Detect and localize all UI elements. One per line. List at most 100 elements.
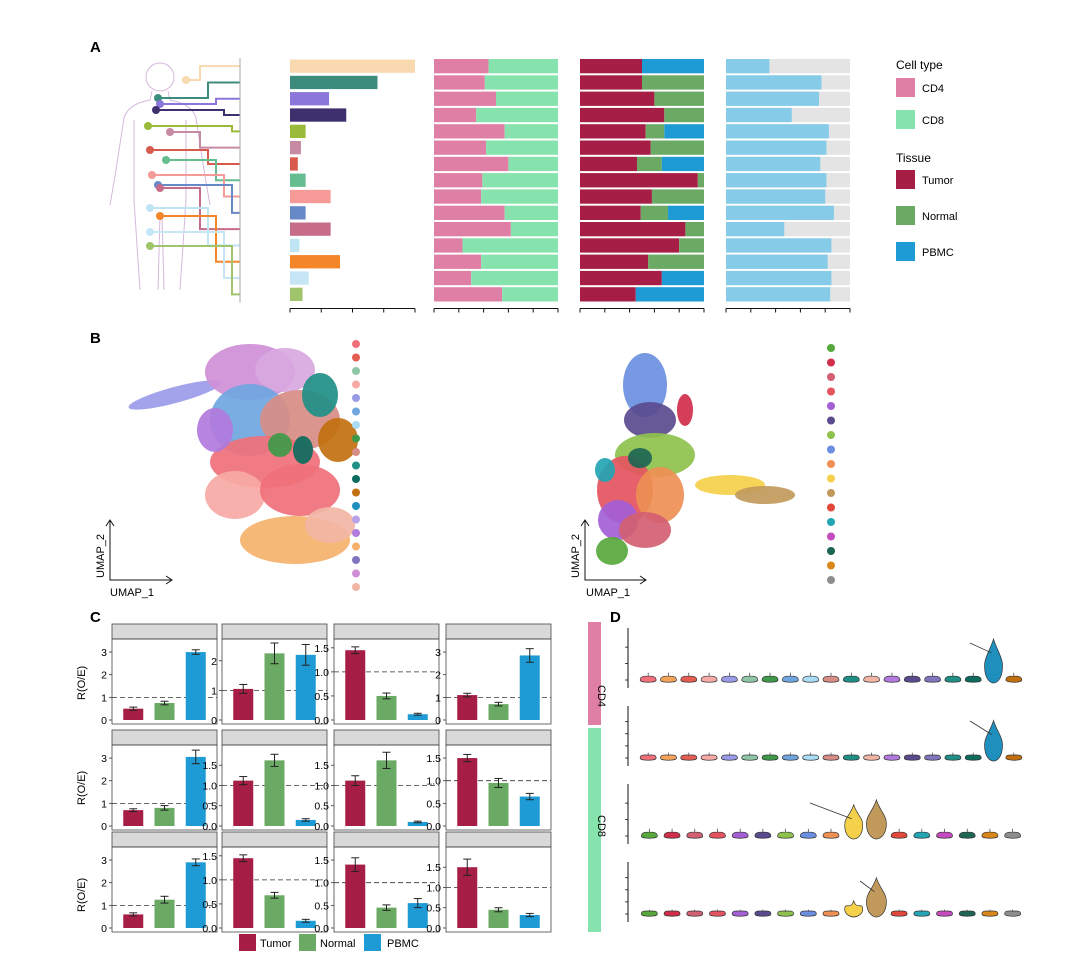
- c-bar-pbmc: [295, 920, 316, 928]
- connector-escc: [156, 109, 240, 117]
- legend-dot: [352, 461, 360, 470]
- d-violin: [863, 752, 880, 761]
- legend-dot: [827, 358, 835, 367]
- d-violin: [981, 828, 999, 839]
- stack-segment-cd8: [481, 254, 558, 269]
- c-chart-6: 0.0 0.5 1.0 1.5: [314, 729, 440, 833]
- tcr-bar: [726, 238, 832, 253]
- d-violin: [641, 909, 658, 917]
- c-bar-normal: [376, 907, 397, 928]
- legend-dot: [352, 488, 360, 497]
- c-y-tick-label: 0.0: [426, 821, 441, 833]
- stack-segment-normal: [637, 156, 662, 172]
- c-y-tick-label: 1.5: [426, 753, 441, 765]
- count-bar: [290, 59, 415, 73]
- umap-cluster: [596, 537, 628, 565]
- stack-segment-normal: [650, 140, 704, 155]
- c-bar-pbmc: [407, 714, 428, 720]
- d-violin: [700, 752, 718, 761]
- d-violin: [936, 828, 953, 839]
- c-ylabel-row1: R(O/E): [76, 666, 88, 700]
- c-y-tick-label: 1: [101, 900, 107, 912]
- tcr-bar: [726, 287, 831, 302]
- c-legend-pbmc-swatch: [364, 934, 381, 951]
- d-violin: [680, 672, 698, 683]
- organ-dot-esca: [156, 100, 164, 108]
- legend-dot: [827, 532, 835, 541]
- d-violin: [964, 672, 982, 683]
- d-violin: [958, 909, 976, 917]
- c-y-tick-label: 3: [101, 647, 107, 659]
- c-y-tick-label: 1: [435, 692, 441, 704]
- celltype-legend-title: Cell type: [896, 58, 943, 72]
- umap-cd4-xlabel: UMAP_1: [110, 587, 154, 599]
- chart-3: [725, 59, 851, 313]
- panel-letter-b: B: [90, 330, 101, 347]
- d-violin: [639, 672, 657, 683]
- c-bar-pbmc: [407, 821, 428, 826]
- panel-letter-c: C: [90, 609, 101, 626]
- c-bar-pbmc: [185, 652, 206, 720]
- stack-segment-normal: [654, 91, 704, 106]
- c-bar-normal: [376, 760, 397, 826]
- d-annotation-arrow: [859, 880, 875, 893]
- c-plot-frame: [221, 744, 328, 831]
- d-violin: [964, 752, 982, 761]
- umap-cluster: [619, 512, 671, 548]
- stack-segment-tumor: [580, 205, 641, 220]
- connector-brca: [170, 131, 240, 149]
- umap-cluster: [255, 348, 315, 392]
- c-bar-pbmc: [519, 915, 540, 928]
- d-row-1: [625, 706, 1023, 766]
- stack-segment-cd4: [434, 91, 496, 106]
- legend-dot: [352, 542, 360, 551]
- c-bar-pbmc: [185, 756, 206, 826]
- tcr-bar: [726, 173, 827, 188]
- legend-dot: [352, 515, 360, 524]
- c-bar-tumor: [123, 914, 144, 928]
- umap-cluster: [302, 373, 338, 417]
- legend-cd4-label: CD4: [922, 83, 944, 95]
- stack-segment-cd8: [488, 59, 558, 74]
- d-violin: [822, 752, 840, 761]
- stack-segment-pbmc: [668, 205, 704, 220]
- d-violin: [802, 672, 820, 683]
- legend-dot: [827, 489, 835, 497]
- d-violin: [754, 909, 772, 917]
- c-chart-9: 0.0 0.5 1.0 1.5: [202, 831, 328, 935]
- c-y-tick-label: 2: [211, 656, 217, 668]
- legend-dot: [352, 502, 360, 510]
- c-bar-normal: [264, 895, 285, 928]
- organ-dot-brca: [166, 128, 174, 136]
- d-violin: [924, 672, 941, 683]
- umap-cd4: [128, 344, 358, 564]
- d-violin: [799, 828, 817, 839]
- d-violin: [822, 672, 840, 683]
- d-violin: [777, 909, 794, 917]
- tcr-bar: [726, 254, 828, 269]
- c-plot-frame: [333, 846, 440, 933]
- c-bar-tumor: [233, 780, 254, 826]
- organ-dot-paca: [162, 156, 170, 164]
- c-strip: [111, 831, 218, 848]
- stack-segment-tumor: [580, 270, 662, 286]
- panel-a-charts: [289, 59, 851, 313]
- legend-dot: [827, 576, 835, 584]
- stack-segment-pbmc: [635, 287, 704, 302]
- stack-segment-cd4: [434, 189, 482, 204]
- legend-dot: [352, 556, 360, 564]
- connector-thca: [158, 81, 240, 99]
- c-y-tick-label: 3: [101, 753, 107, 765]
- c-y-tick-label: 0.5: [202, 801, 217, 813]
- count-bar: [290, 189, 331, 204]
- connector-ucec: [160, 215, 240, 263]
- d-violin: [883, 752, 901, 761]
- d-annotation-arrow: [969, 720, 992, 735]
- cd8-group-label: CD8: [595, 815, 607, 837]
- d-violin: [1004, 828, 1022, 839]
- legend-dot: [352, 448, 360, 456]
- d-violin: [913, 909, 931, 917]
- c-strip: [221, 623, 328, 640]
- d-violin: [709, 828, 726, 839]
- organ-dot-rc: [148, 171, 156, 179]
